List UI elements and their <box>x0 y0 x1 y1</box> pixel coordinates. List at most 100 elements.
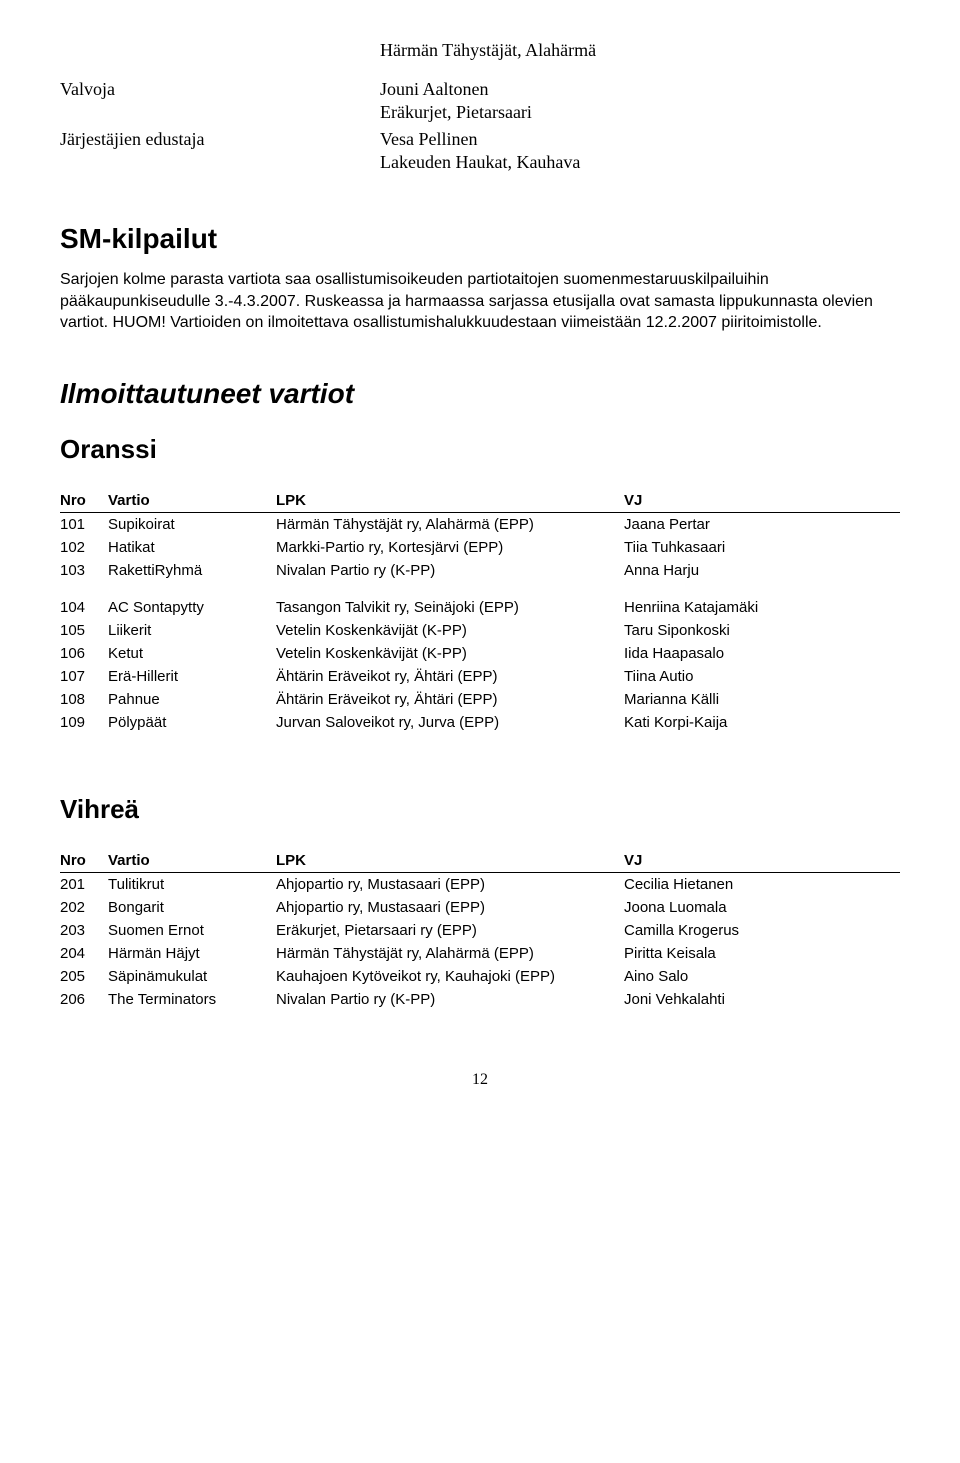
cell-lpk: Nivalan Partio ry (K-PP) <box>276 559 624 582</box>
cell-lpk: Ähtärin Eräveikot ry, Ähtäri (EPP) <box>276 665 624 688</box>
table-row: 103RakettiRyhmäNivalan Partio ry (K-PP)A… <box>60 559 900 582</box>
cell-vartio: Härmän Häjyt <box>108 942 276 965</box>
table-row: 206The TerminatorsNivalan Partio ry (K-P… <box>60 988 900 1011</box>
cell-vj: Taru Siponkoski <box>624 619 900 642</box>
role-value: Vesa PellinenLakeuden Haukat, Kauhava <box>380 129 580 175</box>
table-gap-row <box>60 582 900 596</box>
top-line: Härmän Tähystäjät, Alahärmä <box>60 40 900 61</box>
cell-lpk: Markki-Partio ry, Kortesjärvi (EPP) <box>276 536 624 559</box>
cell-vj: Anna Harju <box>624 559 900 582</box>
cell-vartio: Pahnue <box>108 688 276 711</box>
cell-lpk: Jurvan Saloveikot ry, Jurva (EPP) <box>276 711 624 734</box>
table-header-lpk: LPK <box>276 849 624 873</box>
section-title: Oranssi <box>60 434 900 465</box>
cell-nro: 202 <box>60 896 108 919</box>
role-value-line: Jouni Aaltonen <box>380 79 532 100</box>
table-row: 105LiikeritVetelin Koskenkävijät (K-PP)T… <box>60 619 900 642</box>
cell-vj: Henriina Katajamäki <box>624 596 900 619</box>
sm-heading: SM-kilpailut <box>60 223 900 255</box>
table-header-nro: Nro <box>60 849 108 873</box>
table-row: 202BongaritAhjopartio ry, Mustasaari (EP… <box>60 896 900 919</box>
cell-lpk: Nivalan Partio ry (K-PP) <box>276 988 624 1011</box>
cell-nro: 107 <box>60 665 108 688</box>
participants-table: NroVartioLPKVJ201TulitikrutAhjopartio ry… <box>60 849 900 1011</box>
table-header-nro: Nro <box>60 489 108 513</box>
table-row: 203Suomen ErnotEräkurjet, Pietarsaari ry… <box>60 919 900 942</box>
table-row: 104AC SontapyttyTasangon Talvikit ry, Se… <box>60 596 900 619</box>
cell-vartio: Ketut <box>108 642 276 665</box>
cell-vj: Tiina Autio <box>624 665 900 688</box>
cell-vj: Joni Vehkalahti <box>624 988 900 1011</box>
cell-vartio: The Terminators <box>108 988 276 1011</box>
cell-nro: 105 <box>60 619 108 642</box>
cell-nro: 104 <box>60 596 108 619</box>
cell-nro: 206 <box>60 988 108 1011</box>
table-row: 109PölypäätJurvan Saloveikot ry, Jurva (… <box>60 711 900 734</box>
table-header-vj: VJ <box>624 489 900 513</box>
role-value-line: Eräkurjet, Pietarsaari <box>380 102 532 123</box>
cell-vartio: RakettiRyhmä <box>108 559 276 582</box>
cell-vartio: Tulitikrut <box>108 872 276 896</box>
role-value-line: Vesa Pellinen <box>380 129 580 150</box>
cell-lpk: Eräkurjet, Pietarsaari ry (EPP) <box>276 919 624 942</box>
cell-lpk: Härmän Tähystäjät ry, Alahärmä (EPP) <box>276 942 624 965</box>
table-row: 107Erä-HilleritÄhtärin Eräveikot ry, Äht… <box>60 665 900 688</box>
sm-paragraph: Sarjojen kolme parasta vartiota saa osal… <box>60 269 900 334</box>
cell-vartio: Erä-Hillerit <box>108 665 276 688</box>
cell-vj: Marianna Källi <box>624 688 900 711</box>
table-row: 204Härmän HäjytHärmän Tähystäjät ry, Ala… <box>60 942 900 965</box>
cell-vj: Tiia Tuhkasaari <box>624 536 900 559</box>
cell-vj: Joona Luomala <box>624 896 900 919</box>
cell-nro: 201 <box>60 872 108 896</box>
cell-vj: Piritta Keisala <box>624 942 900 965</box>
cell-lpk: Tasangon Talvikit ry, Seinäjoki (EPP) <box>276 596 624 619</box>
cell-nro: 204 <box>60 942 108 965</box>
role-row: Järjestäjien edustajaVesa PellinenLakeud… <box>60 129 900 175</box>
cell-nro: 102 <box>60 536 108 559</box>
page-number: 12 <box>60 1071 900 1089</box>
table-row: 201TulitikrutAhjopartio ry, Mustasaari (… <box>60 872 900 896</box>
cell-vartio: Säpinämukulat <box>108 965 276 988</box>
table-header-lpk: LPK <box>276 489 624 513</box>
cell-lpk: Kauhajoen Kytöveikot ry, Kauhajoki (EPP) <box>276 965 624 988</box>
cell-nro: 205 <box>60 965 108 988</box>
role-value-line: Lakeuden Haukat, Kauhava <box>380 152 580 173</box>
table-header-vartio: Vartio <box>108 849 276 873</box>
cell-lpk: Vetelin Koskenkävijät (K-PP) <box>276 619 624 642</box>
cell-vartio: Liikerit <box>108 619 276 642</box>
cell-vartio: Bongarit <box>108 896 276 919</box>
cell-vj: Kati Korpi-Kaija <box>624 711 900 734</box>
table-row: 108PahnueÄhtärin Eräveikot ry, Ähtäri (E… <box>60 688 900 711</box>
cell-vj: Jaana Pertar <box>624 512 900 536</box>
cell-vartio: Hatikat <box>108 536 276 559</box>
table-header-vj: VJ <box>624 849 900 873</box>
table-gap-cell <box>60 582 900 596</box>
table-row: 101SupikoiratHärmän Tähystäjät ry, Alahä… <box>60 512 900 536</box>
table-row: 106KetutVetelin Koskenkävijät (K-PP)Iida… <box>60 642 900 665</box>
role-label: Järjestäjien edustaja <box>60 129 380 175</box>
cell-vartio: Supikoirat <box>108 512 276 536</box>
role-label: Valvoja <box>60 79 380 125</box>
cell-lpk: Vetelin Koskenkävijät (K-PP) <box>276 642 624 665</box>
cell-nro: 109 <box>60 711 108 734</box>
cell-vj: Iida Haapasalo <box>624 642 900 665</box>
section-title: Vihreä <box>60 794 900 825</box>
cell-nro: 101 <box>60 512 108 536</box>
table-header-vartio: Vartio <box>108 489 276 513</box>
cell-vj: Aino Salo <box>624 965 900 988</box>
role-value: Jouni AaltonenEräkurjet, Pietarsaari <box>380 79 532 125</box>
cell-lpk: Ähtärin Eräveikot ry, Ähtäri (EPP) <box>276 688 624 711</box>
cell-lpk: Härmän Tähystäjät ry, Alahärmä (EPP) <box>276 512 624 536</box>
cell-vartio: AC Sontapytty <box>108 596 276 619</box>
cell-nro: 108 <box>60 688 108 711</box>
role-row: ValvojaJouni AaltonenEräkurjet, Pietarsa… <box>60 79 900 125</box>
cell-vj: Camilla Krogerus <box>624 919 900 942</box>
ilmo-heading: Ilmoittautuneet vartiot <box>60 378 900 410</box>
participants-table: NroVartioLPKVJ101SupikoiratHärmän Tähyst… <box>60 489 900 734</box>
cell-nro: 106 <box>60 642 108 665</box>
cell-vartio: Suomen Ernot <box>108 919 276 942</box>
cell-vartio: Pölypäät <box>108 711 276 734</box>
table-row: 102HatikatMarkki-Partio ry, Kortesjärvi … <box>60 536 900 559</box>
cell-nro: 103 <box>60 559 108 582</box>
cell-vj: Cecilia Hietanen <box>624 872 900 896</box>
